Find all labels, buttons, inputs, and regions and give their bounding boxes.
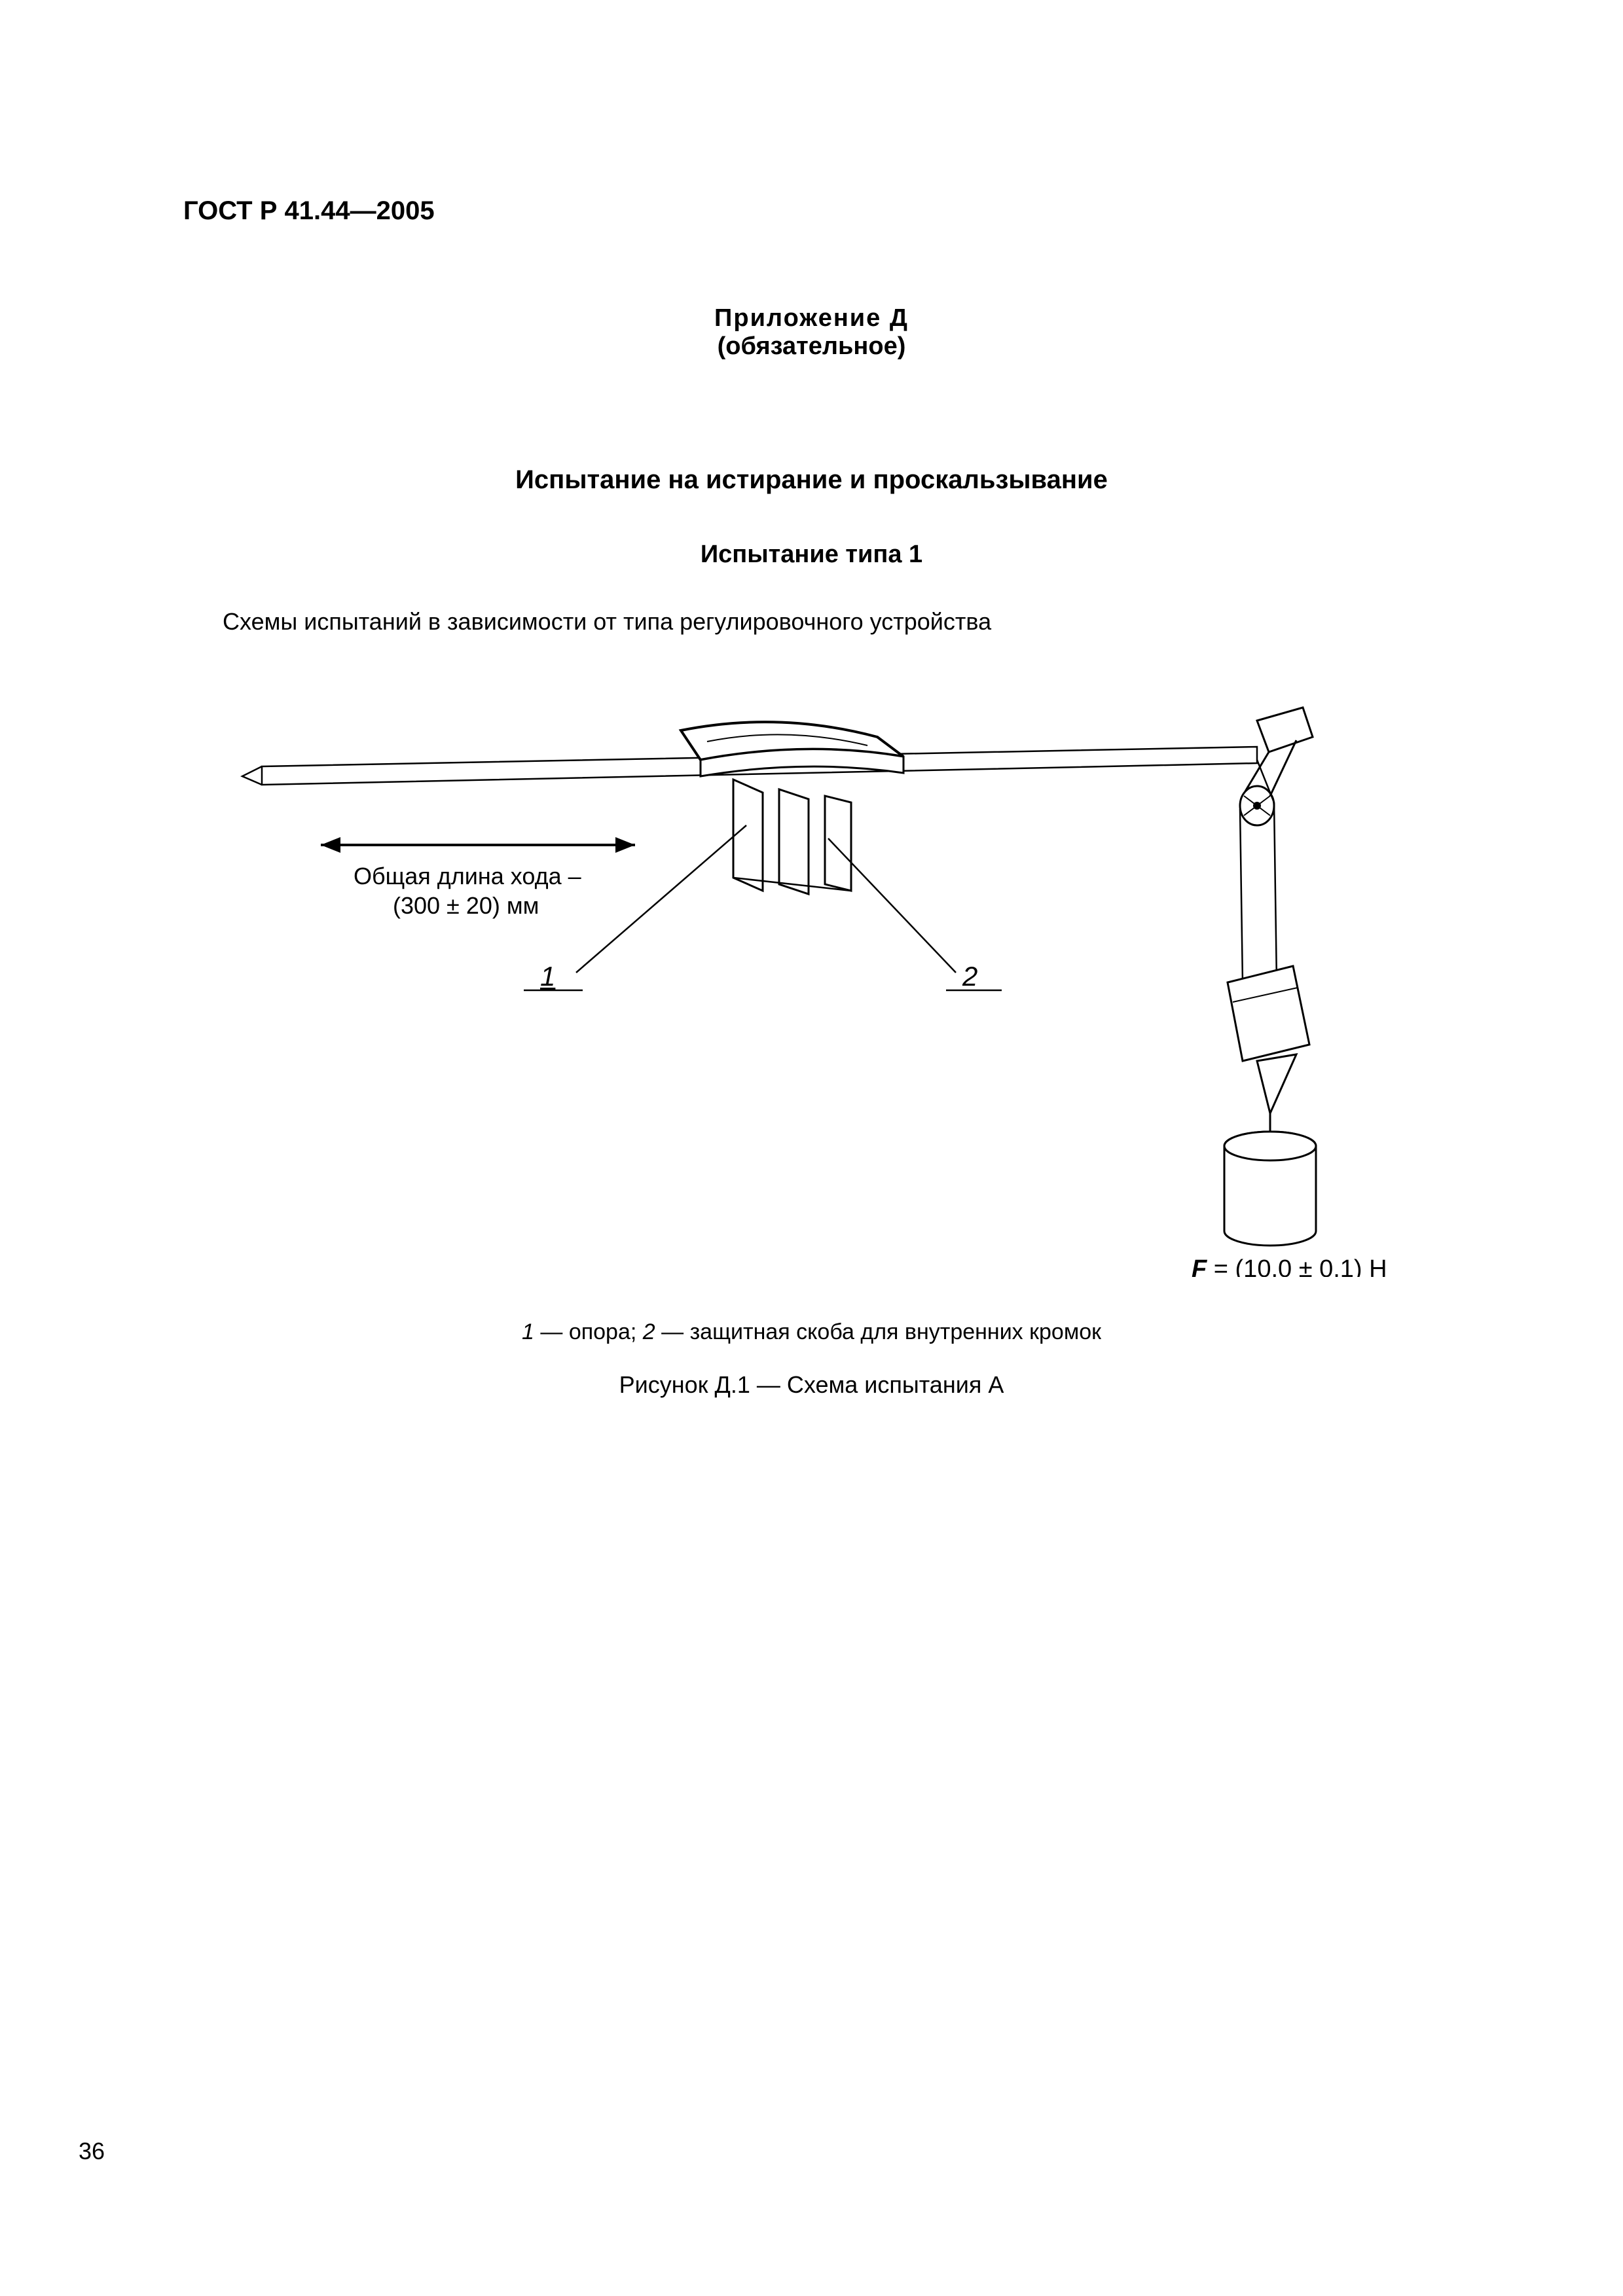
legend-text-1: — опора; — [534, 1319, 643, 1344]
test-diagram: Общая длина хода – (300 ± 20) мм 1 2 — [183, 675, 1427, 1277]
pulley-icon — [1240, 708, 1313, 825]
test-type-title: Испытание типа 1 — [183, 541, 1440, 569]
callout-2: 2 — [962, 961, 977, 992]
stroke-label-line2: (300 ± 20) мм — [393, 892, 539, 919]
page: ГОСТ Р 41.44—2005 Приложение Д (обязател… — [0, 0, 1623, 2296]
appendix-title: Приложение Д — [183, 304, 1440, 332]
legend-num-2: 2 — [643, 1319, 655, 1344]
stroke-label-line1: Общая длина хода – — [354, 863, 581, 889]
section-title: Испытание на истирание и проскальзывание — [183, 465, 1440, 495]
legend-text-2: — защитная скоба для внутренних кромок — [655, 1319, 1101, 1344]
appendix-block: Приложение Д (обязательное) — [183, 304, 1440, 361]
weight-icon — [1224, 1132, 1316, 1246]
page-number: 36 — [79, 2138, 105, 2165]
callout-1: 1 — [540, 961, 555, 992]
figure-wrap: Общая длина хода – (300 ± 20) мм 1 2 — [183, 675, 1440, 1280]
force-label: F = (10,0 ± 0,1) Н — [1192, 1255, 1387, 1277]
legend-num-1: 1 — [522, 1319, 534, 1344]
document-header: ГОСТ Р 41.44—2005 — [183, 196, 1440, 226]
figure-legend: 1 — опора; 2 — защитная скоба для внутре… — [183, 1319, 1440, 1345]
appendix-subtitle: (обязательное) — [183, 332, 1440, 361]
figure-caption: Рисунок Д.1 — Схема испытания А — [183, 1371, 1440, 1399]
intro-text: Схемы испытаний в зависимости от типа ре… — [183, 608, 1440, 636]
